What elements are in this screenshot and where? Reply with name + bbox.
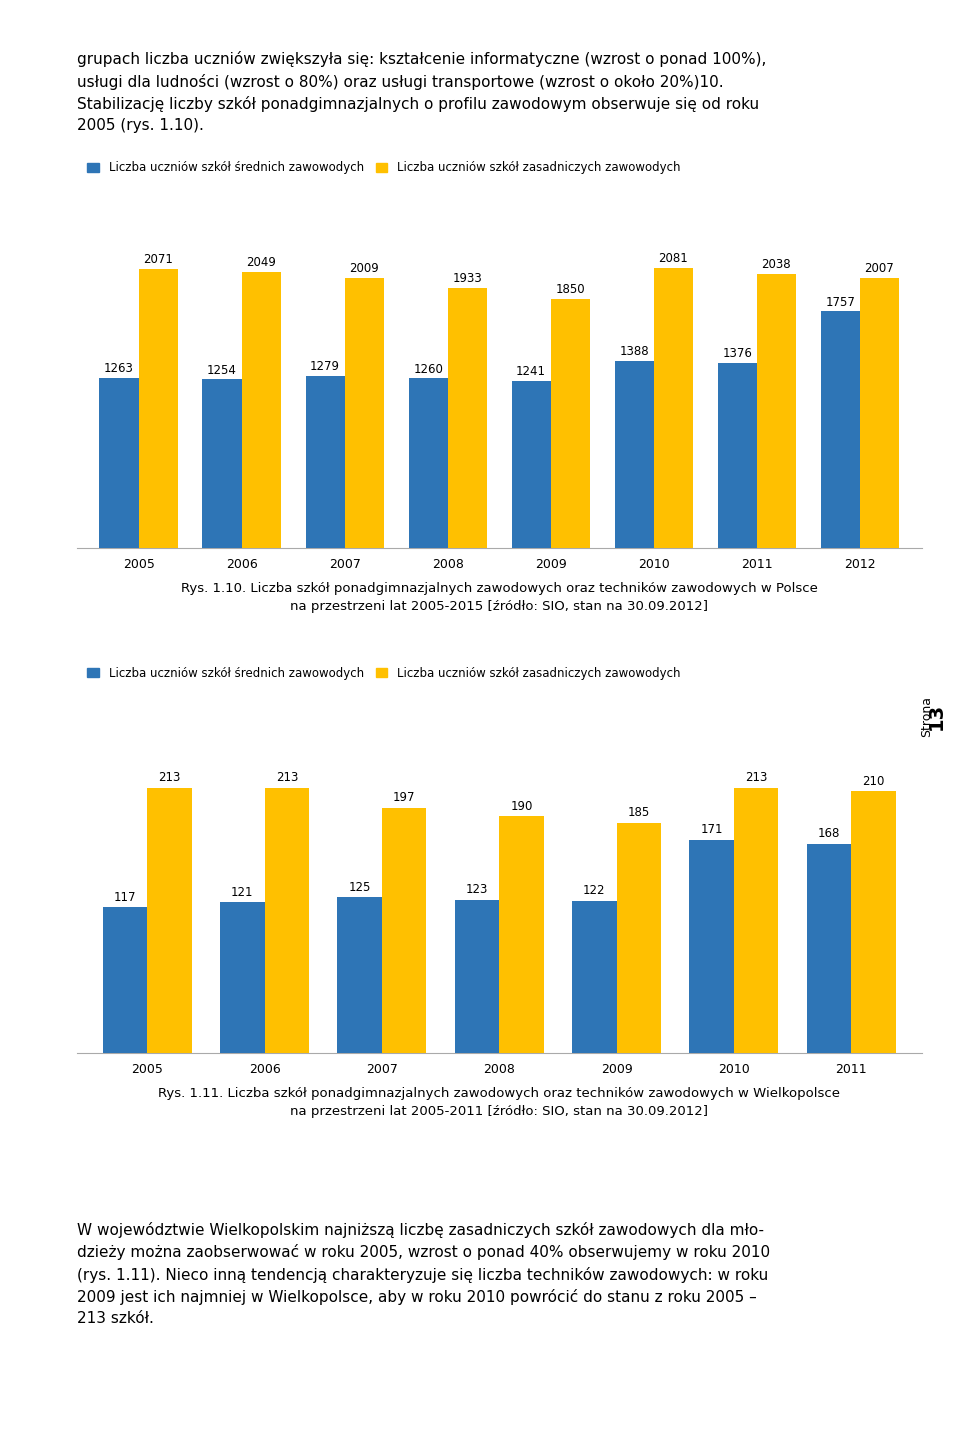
- Text: 213: 213: [745, 771, 767, 784]
- Bar: [614, 361, 654, 549]
- Bar: [689, 840, 733, 1053]
- Bar: [242, 272, 280, 549]
- Text: 125: 125: [348, 881, 371, 894]
- Bar: [305, 375, 345, 549]
- Text: Strona: Strona: [920, 696, 933, 737]
- Bar: [337, 897, 382, 1053]
- Text: 210: 210: [862, 775, 885, 788]
- Legend: Liczba uczniów szkół średnich zawowodych, Liczba uczniów szkół zasadniczych zawo: Liczba uczniów szkół średnich zawowodych…: [83, 662, 685, 684]
- Bar: [345, 278, 384, 549]
- Legend: Liczba uczniów szkół średnich zawowodych, Liczba uczniów szkół zasadniczych zawo: Liczba uczniów szkół średnich zawowodych…: [83, 156, 685, 179]
- Bar: [147, 788, 192, 1053]
- Bar: [382, 808, 426, 1053]
- Text: 171: 171: [701, 823, 723, 837]
- Text: 213: 213: [158, 771, 180, 784]
- Bar: [852, 791, 896, 1053]
- Text: 2081: 2081: [659, 252, 688, 265]
- Bar: [455, 900, 499, 1053]
- Bar: [654, 268, 693, 549]
- Text: 2049: 2049: [247, 257, 276, 269]
- Text: 197: 197: [393, 791, 416, 804]
- Bar: [265, 788, 309, 1053]
- Bar: [821, 311, 860, 549]
- Text: 1260: 1260: [413, 363, 444, 375]
- Text: 190: 190: [511, 800, 533, 813]
- Text: 13: 13: [926, 704, 946, 729]
- Text: Rys. 1.11. Liczba szkół ponadgimnazjalnych zawodowych oraz techników zawodowych : Rys. 1.11. Liczba szkół ponadgimnazjalny…: [158, 1086, 840, 1118]
- Bar: [616, 823, 661, 1053]
- Text: 1376: 1376: [722, 347, 752, 360]
- Bar: [220, 903, 265, 1053]
- Text: 1388: 1388: [619, 345, 649, 358]
- Text: 1757: 1757: [826, 295, 855, 308]
- Text: 122: 122: [583, 884, 606, 897]
- Bar: [499, 817, 543, 1053]
- Bar: [138, 269, 178, 549]
- Text: 2038: 2038: [761, 258, 791, 271]
- Text: 117: 117: [113, 890, 136, 904]
- Text: 168: 168: [818, 827, 840, 840]
- Text: 1850: 1850: [556, 284, 585, 297]
- Text: 1263: 1263: [104, 363, 134, 375]
- Text: grupach liczba uczniów zwiększyła się: kształcenie informatyczne (wzrost o ponad: grupach liczba uczniów zwiększyła się: k…: [77, 52, 766, 133]
- Text: 1254: 1254: [207, 364, 237, 377]
- Text: 213: 213: [276, 771, 298, 784]
- Bar: [806, 844, 852, 1053]
- Bar: [447, 288, 487, 549]
- Text: 185: 185: [628, 805, 650, 818]
- Bar: [409, 378, 447, 549]
- Text: 1241: 1241: [516, 365, 546, 378]
- Bar: [756, 274, 796, 549]
- Bar: [203, 380, 242, 549]
- Text: 1279: 1279: [310, 360, 340, 373]
- Text: 2009: 2009: [349, 262, 379, 275]
- Text: 121: 121: [231, 886, 253, 898]
- Bar: [551, 299, 589, 549]
- Text: 2007: 2007: [865, 262, 894, 275]
- Text: Rys. 1.10. Liczba szkół ponadgimnazjalnych zawodowych oraz techników zawodowych : Rys. 1.10. Liczba szkół ponadgimnazjalny…: [180, 582, 818, 613]
- Text: 1933: 1933: [452, 272, 482, 285]
- Bar: [572, 901, 616, 1053]
- Bar: [860, 278, 899, 549]
- Bar: [100, 378, 138, 549]
- Text: 2071: 2071: [143, 254, 173, 267]
- Bar: [103, 907, 147, 1053]
- Bar: [512, 381, 551, 549]
- Bar: [733, 788, 779, 1053]
- Text: W województwie Wielkopolskim najniższą liczbę zasadniczych szkół zawodowych dla : W województwie Wielkopolskim najniższą l…: [77, 1221, 770, 1326]
- Bar: [718, 363, 756, 549]
- Text: 123: 123: [466, 883, 488, 896]
